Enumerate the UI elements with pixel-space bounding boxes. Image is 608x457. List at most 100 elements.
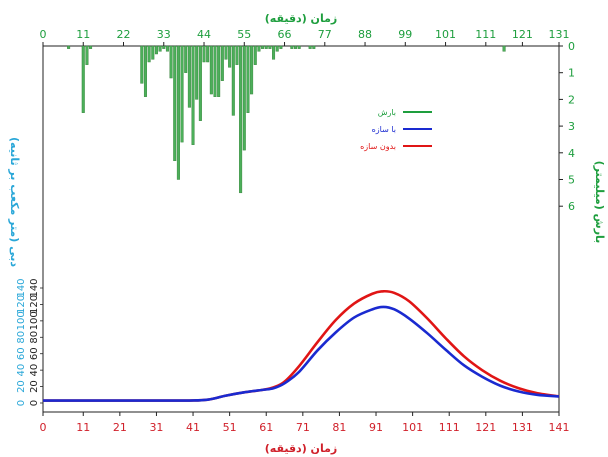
y-right-tick-label: 2: [568, 93, 575, 106]
rain-bar: [294, 45, 298, 49]
x-top-tick-label: 33: [157, 28, 171, 41]
x-tick-label: 111: [439, 421, 460, 434]
x-top-tick-label: 99: [398, 28, 412, 41]
rain-bar: [191, 45, 195, 145]
rain-bar: [89, 45, 93, 49]
x-tick-label: 51: [223, 421, 237, 434]
x-tick-label: 121: [475, 421, 496, 434]
y-axis-right-ticks: 0 1 2 3 4 5 6: [559, 40, 575, 213]
rain-bar: [173, 45, 177, 162]
rain-bar: [297, 45, 301, 49]
y-left-tick-label-inner: 80: [29, 331, 40, 344]
x-tick-label: 81: [332, 421, 346, 434]
x-top-tick-label: 121: [512, 28, 533, 41]
y-left-tick-label: 20: [16, 380, 27, 393]
x-axis-top-title: زمان (دقیقه): [265, 12, 337, 25]
y-axis-right-title: بارش (میلیمتر): [593, 161, 606, 244]
x-tick-label: 31: [149, 421, 163, 434]
y-left-tick-label-inner: 120: [29, 295, 40, 314]
x-top-tick-label: 111: [475, 28, 496, 41]
y-axis-left-title: دبی (متر مکعب بر ثانیه): [8, 137, 21, 267]
plot-frame: [42, 45, 560, 413]
rain-bar: [261, 45, 265, 49]
y-left-tick-label-inner: 100: [29, 311, 40, 330]
x-tick-label: 131: [512, 421, 533, 434]
rain-bar: [198, 45, 202, 121]
discharge-series: [43, 289, 560, 402]
rain-bar: [67, 45, 71, 49]
x-top-tick-label: 88: [358, 28, 372, 41]
y-left-tick-label: 120: [16, 295, 27, 314]
rain-bar: [180, 45, 184, 143]
y-right-tick-label: 1: [568, 67, 575, 80]
rain-bar: [246, 45, 250, 113]
rain-bar: [195, 45, 199, 100]
rain-bar: [250, 45, 254, 95]
rain-bar: [151, 45, 155, 60]
rain-bar: [257, 45, 261, 52]
y-left-tick-label-inner: 60: [29, 347, 40, 360]
rain-bar: [228, 45, 232, 68]
rain-bar: [308, 45, 312, 49]
legend-label-without-structure: بدون سازه: [360, 142, 396, 151]
rain-bar: [162, 45, 166, 49]
rain-bar: [147, 45, 151, 63]
series-line-without-structure: [43, 289, 560, 402]
rain-bar: [275, 45, 279, 52]
rain-bar: [209, 45, 213, 95]
x-tick-label: 71: [296, 421, 310, 434]
y-left-tick-label-inner: 0: [29, 400, 40, 406]
legend: بارش با سازه بدون سازه: [360, 108, 432, 151]
rain-bar: [268, 45, 272, 49]
x-tick-label: 41: [186, 421, 200, 434]
rain-bar: [81, 45, 85, 113]
x-tick-label: 91: [369, 421, 383, 434]
series-line-with-structure: [43, 305, 560, 402]
rain-bar: [264, 45, 268, 49]
rainfall-bars: [67, 45, 506, 194]
y-left-tick-label: 80: [16, 331, 27, 344]
x-top-tick-label: 22: [117, 28, 131, 41]
rain-bar: [154, 45, 158, 55]
y-left-tick-label: 60: [16, 347, 27, 360]
rain-bar: [184, 45, 188, 73]
y-right-tick-label: 0: [568, 40, 575, 53]
x-top-tick-label: 77: [318, 28, 332, 41]
x-tick-label: 141: [549, 421, 570, 434]
rain-bar: [502, 45, 506, 52]
x-tick-label: 11: [76, 421, 90, 434]
x-top-tick-label: 44: [197, 28, 211, 41]
y-left-tick-label: 140: [16, 278, 27, 297]
y-left-tick-label-inner: 40: [29, 364, 40, 377]
rain-bar: [231, 45, 235, 116]
y-left-tick-label: 0: [16, 400, 27, 406]
rain-bar: [239, 45, 243, 194]
rain-bar: [290, 45, 294, 49]
rain-bar: [253, 45, 257, 65]
x-axis-bottom-ticks: 0 11 21 31 41 51 61 71 81 91 101 111 121 131 141: [40, 412, 570, 434]
x-top-tick-label: 55: [237, 28, 251, 41]
rain-bar: [235, 45, 239, 65]
x-top-tick-label: 0: [40, 28, 47, 41]
y-right-tick-label: 6: [568, 200, 575, 213]
x-tick-label: 101: [402, 421, 423, 434]
rain-bar: [176, 45, 180, 180]
x-top-tick-label: 101: [435, 28, 456, 41]
y-left-tick-label: 100: [16, 311, 27, 330]
y-left-tick-label-inner: 140: [29, 278, 40, 297]
rain-bar: [206, 45, 210, 63]
x-top-tick-label: 11: [76, 28, 90, 41]
rain-bar: [85, 45, 89, 65]
rain-bar: [279, 45, 283, 49]
rain-bar: [242, 45, 246, 151]
rain-bar: [202, 45, 206, 63]
y-right-tick-label: 4: [568, 147, 575, 160]
legend-label-rain: بارش: [378, 108, 396, 117]
rain-bar: [213, 45, 217, 97]
rain-bar: [272, 45, 276, 60]
x-tick-label: 61: [259, 421, 273, 434]
x-axis-top-ticks: 0 11 22 33 44 55 66 77 88 99 101 111 121 131: [40, 28, 570, 46]
